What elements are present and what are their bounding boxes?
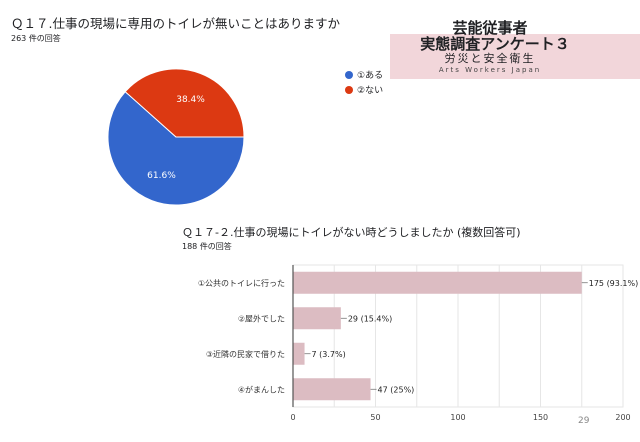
legend-swatch-1 xyxy=(345,70,353,79)
category-label: ①公共のトイレに行った xyxy=(198,278,285,288)
category-label: ③近隣の民家で借りた xyxy=(206,349,285,359)
data-label: 7 (3.7%) xyxy=(312,350,346,359)
pie-title: Ｑ１７.仕事の現場に専用のトイレが無いことはありますか xyxy=(11,16,340,31)
legend-swatch-2 xyxy=(345,85,353,94)
x-tick-label: 50 xyxy=(370,413,380,422)
legend-label-1: ①ある xyxy=(357,71,384,81)
bar xyxy=(293,342,305,365)
plot-area xyxy=(292,264,624,408)
pie-slice-label-2: 38.4% xyxy=(176,95,205,105)
branding-line2: 実態調査アンケート３ xyxy=(420,35,570,53)
legend-item-1: ①ある xyxy=(345,68,383,81)
x-tick-label: 100 xyxy=(450,413,465,422)
branding-line1: 芸能従事者 xyxy=(452,19,528,37)
category-label: ②屋外でした xyxy=(238,313,285,323)
branding-banner xyxy=(390,34,640,79)
bar-response-count: 188 件の回答 xyxy=(182,242,232,251)
pie-response-count: 263 件の回答 xyxy=(11,34,61,43)
data-label: 175 (93.1%) xyxy=(589,279,638,288)
pie-slice-1 xyxy=(107,91,245,206)
data-label: 47 (25%) xyxy=(378,385,415,394)
pie-slice-label-1: 61.6% xyxy=(147,171,176,181)
branding-line3: 労災と安全衛生 xyxy=(444,52,536,65)
bar-title: Ｑ１７-２.仕事の現場にトイレがない時どうしましたか (複数回答可) xyxy=(182,226,521,239)
legend-item-2: ②ない xyxy=(345,83,383,96)
bar xyxy=(293,271,582,294)
category-label: ④がまんした xyxy=(238,384,285,394)
x-tick-label: 200 xyxy=(615,413,630,422)
data-label: 29 (15.4%) xyxy=(348,314,392,323)
bar xyxy=(293,307,341,330)
bar xyxy=(293,378,371,401)
x-tick-label: 0 xyxy=(290,413,295,422)
legend-label-2: ②ない xyxy=(357,86,384,96)
branding-line4: Arts Workers Japan xyxy=(438,66,542,74)
pie-slice-2 xyxy=(124,68,245,138)
page-number: 29 xyxy=(578,416,590,426)
x-tick-label: 150 xyxy=(533,413,548,422)
